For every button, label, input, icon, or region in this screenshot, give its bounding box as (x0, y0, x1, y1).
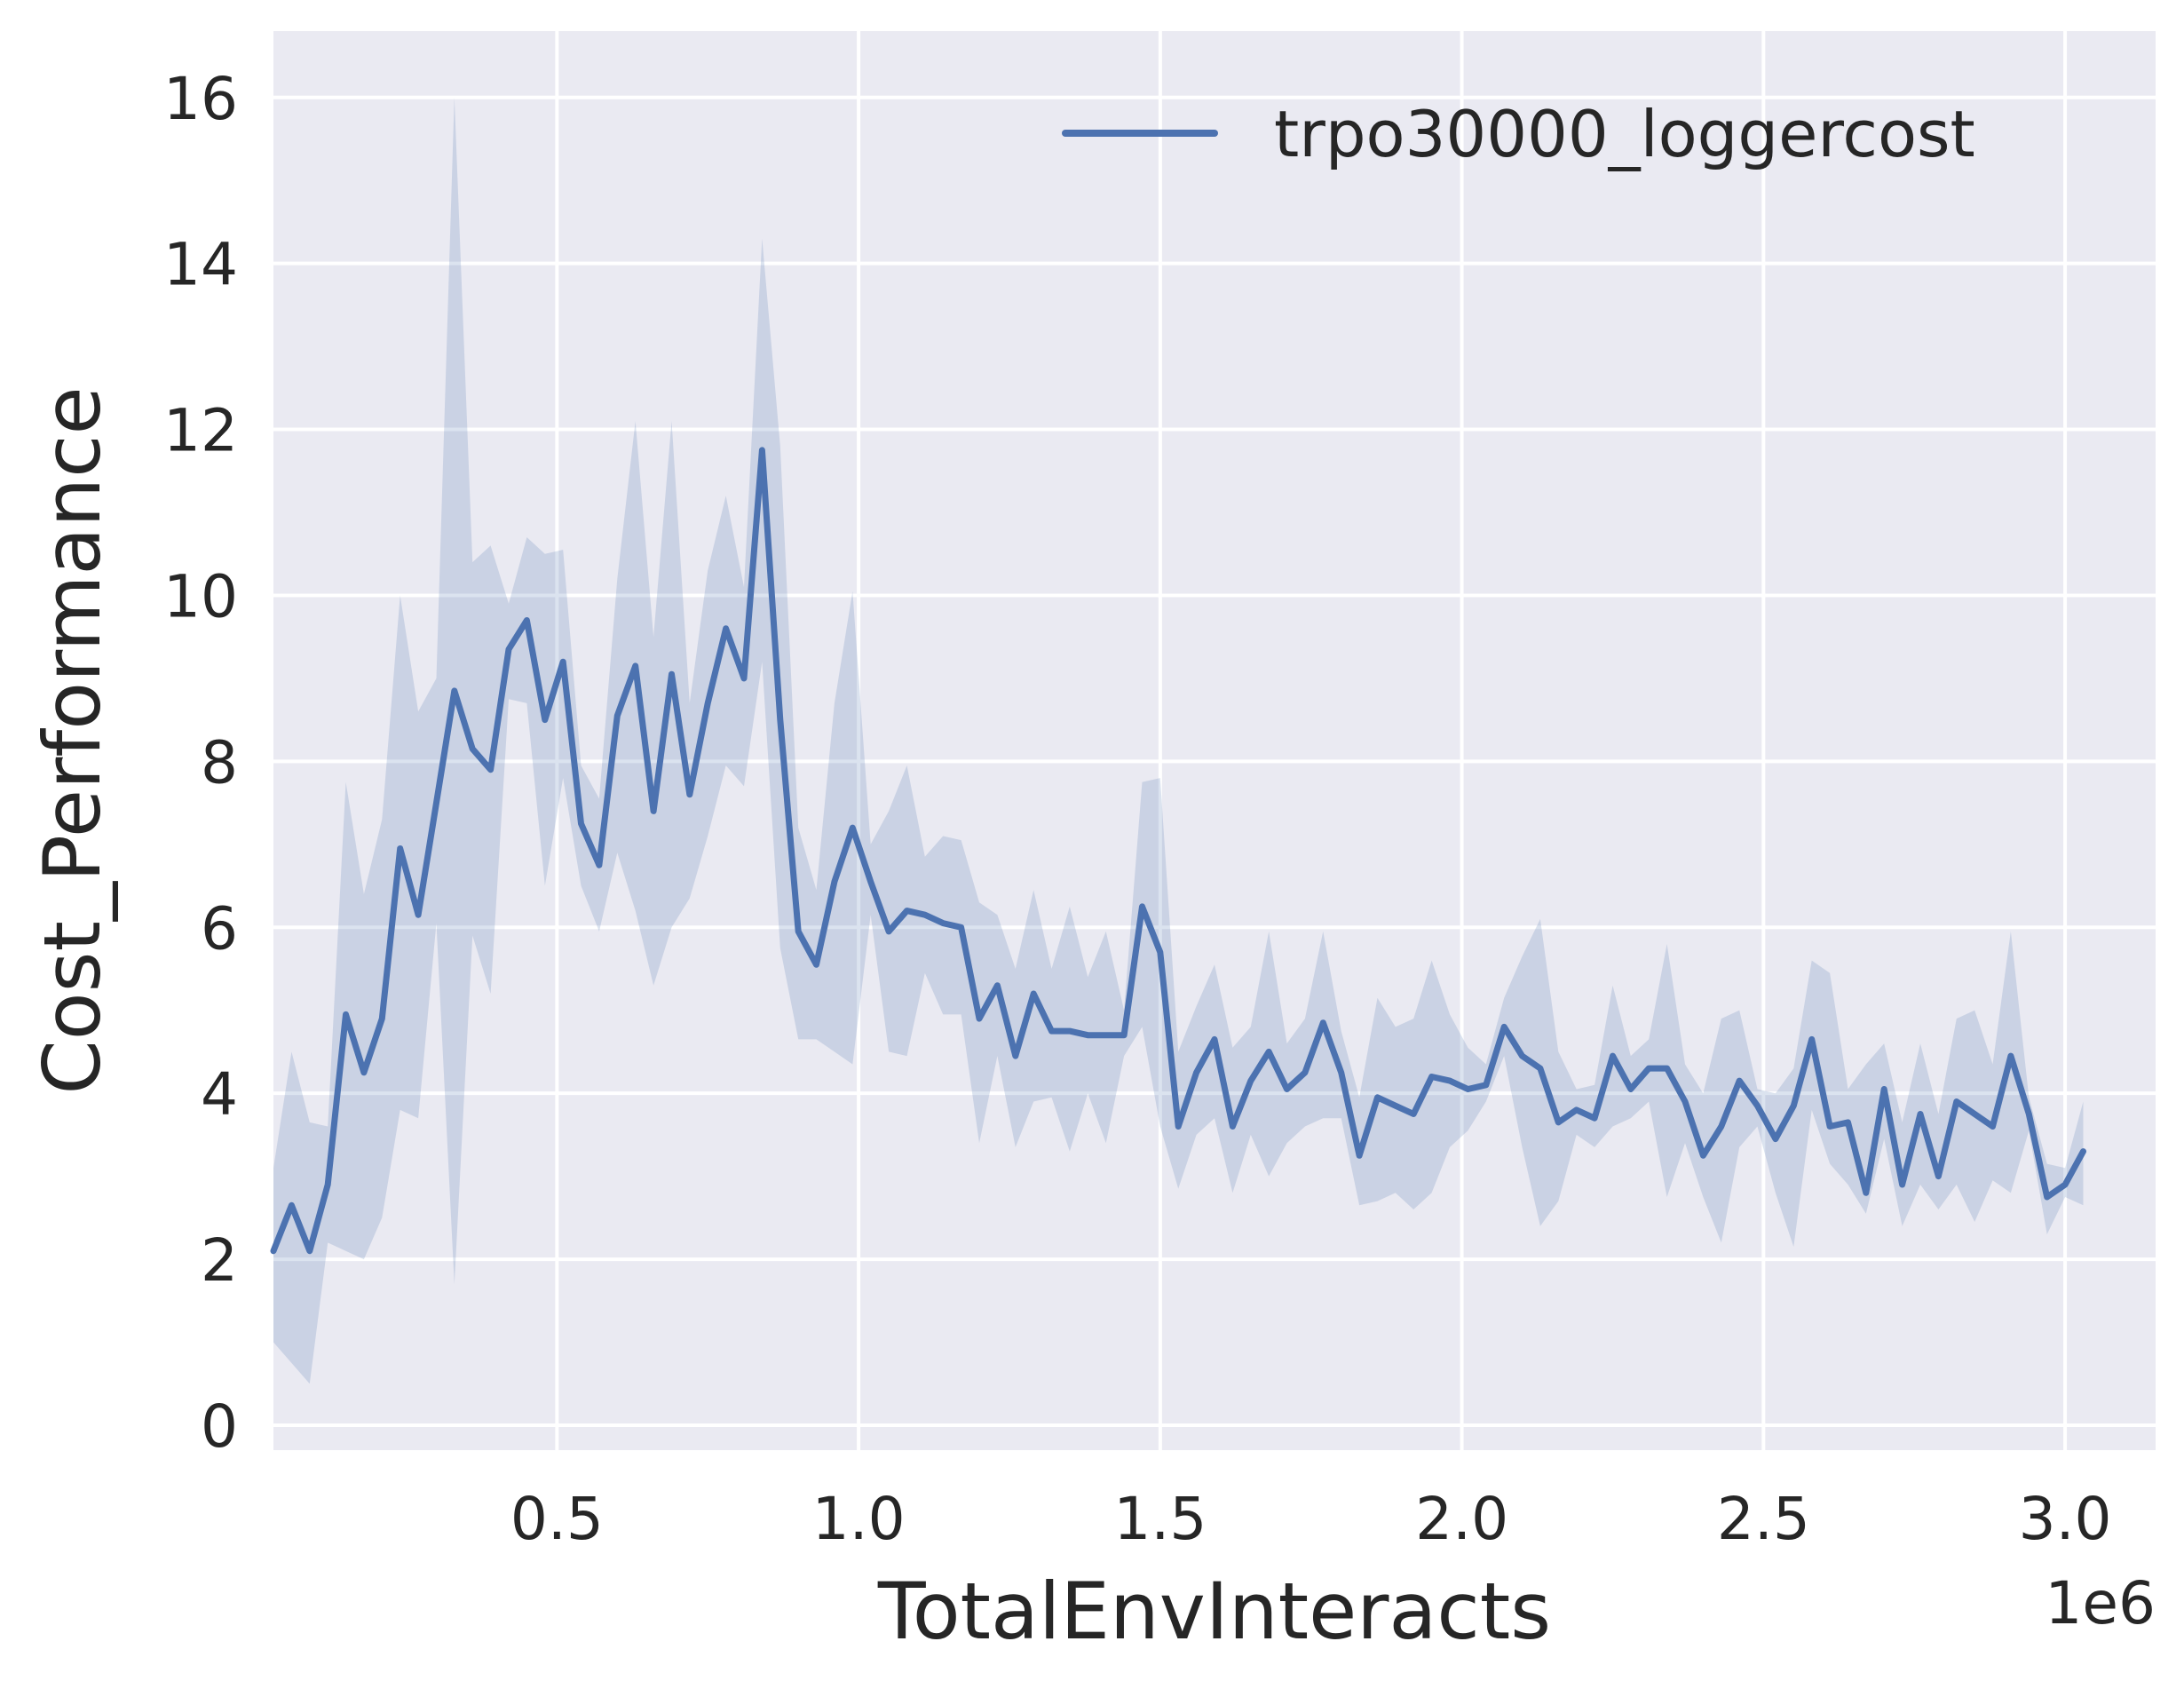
x-tick-label: 1.0 (812, 1485, 906, 1553)
x-tick-label: 2.5 (1717, 1485, 1810, 1553)
confidence-band (273, 97, 2084, 1384)
legend: trpo30000_loggercost (1062, 97, 1975, 171)
x-tick-label: 0.5 (510, 1485, 604, 1553)
confidence-band-group (273, 97, 2084, 1384)
x-tick-label: 1.5 (1113, 1485, 1207, 1553)
series-line (270, 447, 2086, 1255)
x-tick-label: 2.0 (1415, 1485, 1508, 1553)
grid-lines (273, 31, 2156, 1450)
y-tick-label: 2 (201, 1226, 238, 1295)
series-lines-group (270, 447, 2086, 1255)
y-tick-labels: 0 2 4 6 8 10 12 14 16 (163, 65, 238, 1461)
x-tick-labels: 0.5 1.0 1.5 2.0 2.5 3.0 (510, 1485, 2112, 1553)
plot-area (273, 31, 2156, 1450)
x-tick-label: 3.0 (2019, 1485, 2112, 1553)
y-tick-label: 12 (163, 397, 238, 465)
y-tick-label: 0 (201, 1392, 238, 1461)
y-tick-label: 8 (201, 728, 238, 797)
legend-entry-label: trpo30000_loggercost (1274, 97, 1975, 171)
y-tick-label: 10 (163, 562, 238, 630)
x-axis-offset-label: 1e6 (2045, 1569, 2156, 1637)
y-axis-label: Cost_Performance (27, 386, 118, 1094)
y-tick-label: 16 (163, 65, 238, 133)
y-tick-label: 6 (201, 894, 238, 963)
y-tick-label: 14 (163, 231, 238, 299)
y-tick-label: 4 (201, 1060, 238, 1129)
x-axis-label: TotalEnvInteracts (877, 1566, 1551, 1657)
